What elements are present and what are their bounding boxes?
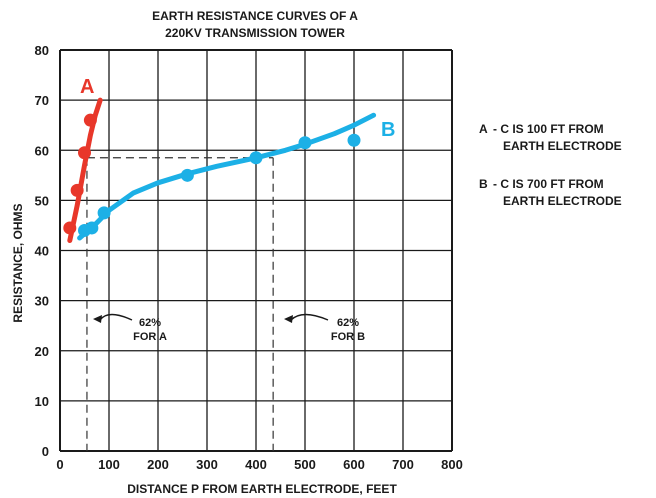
x-tick-label: 400 (245, 457, 267, 472)
legend-key-b: B (479, 177, 488, 191)
legend-text: - C IS 700 FT FROM (493, 177, 604, 191)
series-b-point (180, 168, 194, 182)
y-tick-label: 0 (42, 444, 49, 459)
tick-labels: 0 100 200 300 400 500 600 700 800 0 10 20 30 40 50 60 70… (35, 43, 463, 472)
y-tick-label: 60 (35, 143, 49, 158)
legend-text: EARTH ELECTRODE (503, 139, 622, 153)
series-a-point (83, 113, 97, 127)
x-tick-label: 500 (294, 457, 316, 472)
annotation-label: 62% (139, 317, 161, 329)
annotation-arrow (290, 313, 329, 321)
annotation-label: FOR B (331, 331, 365, 343)
series-a-point (63, 221, 77, 235)
series-b-point (97, 206, 111, 220)
y-tick-label: 30 (35, 294, 49, 309)
y-tick-label: 50 (35, 193, 49, 208)
x-tick-label: 200 (147, 457, 169, 472)
series-a-point (78, 146, 91, 160)
chart-title-line-2: 220KV TRANSMISSION TOWER (165, 26, 345, 40)
series-b-point (347, 133, 361, 147)
series-b-point (85, 221, 99, 235)
annotation-label: 62% (337, 317, 359, 329)
x-tick-label: 100 (98, 457, 120, 472)
chart-title-line-1: EARTH RESISTANCE CURVES OF A (152, 9, 358, 23)
curves: AB (63, 76, 395, 243)
legend-text: - C IS 100 FT FROM (493, 122, 604, 136)
x-tick-label: 0 (56, 457, 63, 472)
series-b-point (249, 151, 263, 165)
curve-label-b: B (381, 119, 395, 141)
y-tick-label: 40 (35, 244, 49, 259)
y-axis-label: RESISTANCE, OHMS (11, 203, 25, 322)
annotation-arrowhead (93, 315, 102, 323)
legend-key-a: A (479, 122, 488, 136)
x-tick-label: 800 (441, 457, 463, 472)
x-axis-label: DISTANCE P FROM EARTH ELECTRODE, FEET (127, 482, 397, 496)
x-tick-label: 700 (392, 457, 414, 472)
y-tick-label: 20 (35, 344, 49, 359)
reference-lines (86, 157, 274, 451)
grid (59, 49, 453, 452)
annotations: 62% FOR A 62% FOR B (93, 313, 365, 343)
curve-label-a: A (80, 76, 94, 98)
series-b-point (298, 136, 312, 150)
series-b-line (77, 112, 377, 241)
legend-text: EARTH ELECTRODE (503, 194, 622, 208)
legend: A - C IS 100 FT FROM EARTH ELECTRODE B - C I… (479, 122, 622, 208)
y-tick-label: 10 (35, 394, 49, 409)
x-tick-label: 300 (196, 457, 218, 472)
annotation-arrowhead (284, 315, 293, 323)
y-tick-label: 70 (35, 93, 49, 108)
annotation-arrow (99, 313, 133, 321)
series-a-point (70, 183, 84, 197)
x-tick-label: 600 (343, 457, 365, 472)
y-tick-label: 80 (35, 43, 49, 58)
annotation-label: FOR A (133, 331, 167, 343)
